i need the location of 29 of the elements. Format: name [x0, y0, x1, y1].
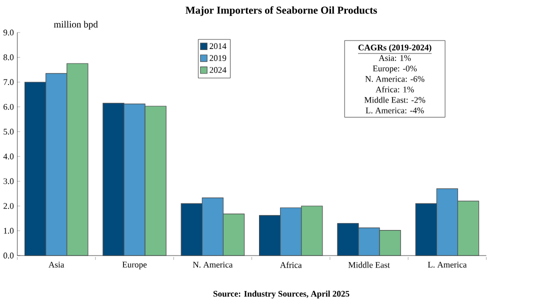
x-tick-label: L. America: [428, 262, 467, 268]
y-tick-label: 5.0: [4, 128, 14, 134]
y-tick-label: 9.0: [3, 29, 14, 36]
y-tick-label: 1.0: [4, 228, 14, 234]
chart-title: Major Importers of Seaborne Oil Products: [186, 6, 377, 16]
annotation: Africa: 1%: [376, 86, 414, 92]
y-tick-label: 7.0: [4, 78, 14, 85]
y-axis-title: million bpd: [54, 20, 98, 30]
x-tick-label: N. America: [192, 262, 233, 268]
x-tick-label: Europe: [122, 262, 147, 270]
annotation: CAGRs (2019-2024): [358, 44, 432, 52]
annotation: Asia: 1%: [378, 54, 411, 61]
x-tick-label: Middle East: [348, 262, 390, 268]
y-tick-label: 4.0: [3, 153, 14, 160]
annotation: L. America: -4%: [366, 107, 424, 114]
legend-label: 2019: [210, 54, 226, 61]
y-tick-label: 0.0: [4, 252, 14, 258]
annotation: Europe: -0%: [372, 65, 417, 73]
y-tick-label: 6.0: [4, 104, 14, 110]
y-tick-label: 8.0: [4, 54, 14, 60]
legend-label: 2024: [210, 66, 226, 73]
y-tick-label: 3.0: [4, 178, 14, 184]
annotation: Middle East: -2%: [364, 96, 426, 103]
legend-label: 2014: [210, 43, 226, 49]
x-tick-label: Asia: [48, 262, 64, 268]
y-tick-label: 2.0: [4, 202, 14, 209]
source-note: Source: Industry Sources, April 2025: [214, 290, 350, 298]
x-tick-label: Africa: [280, 262, 302, 268]
annotation: N. America: -6%: [365, 76, 424, 82]
